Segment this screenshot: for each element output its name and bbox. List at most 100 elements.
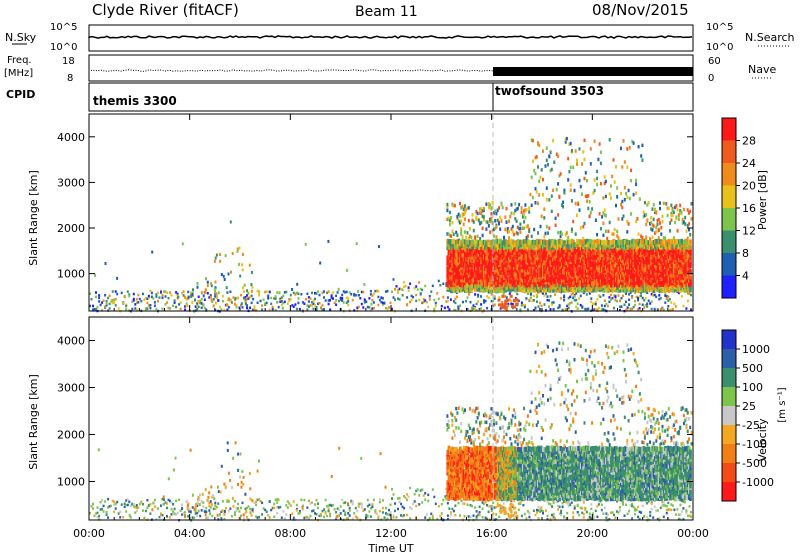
power-cell <box>617 217 620 221</box>
power-cell <box>475 262 478 268</box>
power-cell <box>627 188 630 193</box>
power-cell <box>647 267 651 273</box>
power-cell <box>632 287 636 293</box>
power-cell <box>489 288 492 293</box>
power-cell <box>600 304 603 307</box>
power-cell <box>479 211 482 215</box>
power-cell <box>562 252 565 258</box>
power-cell <box>530 234 533 239</box>
power-cell <box>621 199 624 204</box>
power-cell <box>167 297 170 300</box>
power-cell <box>404 284 407 288</box>
power-cell <box>559 284 563 290</box>
power-cell <box>317 302 319 305</box>
power-cell <box>249 295 252 299</box>
power-cell <box>273 297 276 300</box>
power-cell <box>194 305 197 308</box>
power-cell <box>477 262 481 268</box>
power-cell <box>525 208 528 212</box>
power-cell <box>446 305 449 309</box>
power-cell <box>244 300 247 304</box>
power-cell <box>531 138 534 143</box>
power-cell <box>642 210 645 214</box>
power-cell <box>521 226 524 230</box>
power-cell <box>552 301 555 304</box>
velocity-cell <box>176 511 179 515</box>
power-cell <box>176 292 179 296</box>
power-cell <box>671 213 674 218</box>
power-cell <box>236 247 239 251</box>
power-cell <box>455 230 458 235</box>
power-cell <box>282 294 285 298</box>
power-cell <box>161 296 164 300</box>
power-cell <box>654 210 656 214</box>
power-cell <box>562 256 565 262</box>
power-cell <box>603 175 606 179</box>
power-cell <box>525 267 529 272</box>
power-cell <box>490 206 493 210</box>
power-cell <box>598 212 601 216</box>
velocity-cell <box>203 510 206 513</box>
power-cell <box>599 227 602 231</box>
power-cell <box>620 191 622 196</box>
power-cell <box>591 302 594 306</box>
power-cell <box>481 226 484 231</box>
power-cell <box>428 295 431 298</box>
power-cell <box>587 194 590 198</box>
power-cell <box>513 254 516 260</box>
velocity-cell <box>166 515 168 518</box>
power-cell <box>583 157 586 162</box>
velocity-cell <box>134 506 137 509</box>
power-cell <box>345 296 348 300</box>
power-cell <box>401 294 404 297</box>
power-cell <box>114 290 117 293</box>
power-cell <box>634 299 637 303</box>
power-cell <box>487 291 490 294</box>
power-cell <box>626 147 629 151</box>
power-cell <box>409 300 412 304</box>
freq-strip: Freq. [MHz] 18 8 60 0 Nave <box>4 54 776 84</box>
velocity-cell <box>135 504 138 507</box>
power-cell <box>603 309 606 312</box>
power-cell <box>131 307 134 311</box>
velocity-cell <box>214 504 217 507</box>
power-cell <box>578 178 581 183</box>
power-cbar-segment <box>722 253 736 276</box>
power-cell <box>446 299 449 303</box>
power-cell <box>277 305 280 309</box>
velocity-cell <box>111 499 114 503</box>
power-cell <box>558 304 561 307</box>
power-cell <box>518 244 521 250</box>
power-cell <box>621 165 624 169</box>
power-cell <box>306 292 309 295</box>
velocity-cell <box>146 506 149 509</box>
power-cell <box>372 306 375 310</box>
power-cell <box>641 303 644 306</box>
velocity-cell <box>169 516 171 519</box>
power-cell <box>465 244 468 250</box>
power-cell <box>593 265 597 271</box>
power-cell <box>143 298 146 301</box>
power-cell <box>578 147 581 151</box>
power-cell <box>626 195 629 200</box>
power-cell <box>102 299 105 302</box>
power-cell <box>513 211 516 216</box>
power-cell <box>640 154 643 158</box>
power-cell <box>95 307 97 311</box>
power-cell <box>161 294 164 297</box>
power-cell <box>596 280 599 286</box>
power-cell <box>477 245 481 251</box>
power-cell <box>563 295 566 299</box>
power-cell <box>505 309 508 312</box>
power-cell <box>542 149 544 153</box>
power-cell <box>529 296 532 299</box>
power-cell <box>330 294 333 297</box>
power-cell <box>582 150 585 154</box>
power-cell <box>559 252 563 258</box>
power-cell <box>563 188 566 193</box>
power-cbar-tick-label: 4 <box>742 270 749 283</box>
power-cell <box>628 146 631 150</box>
power-cell <box>513 305 517 309</box>
power-cell <box>137 301 140 304</box>
